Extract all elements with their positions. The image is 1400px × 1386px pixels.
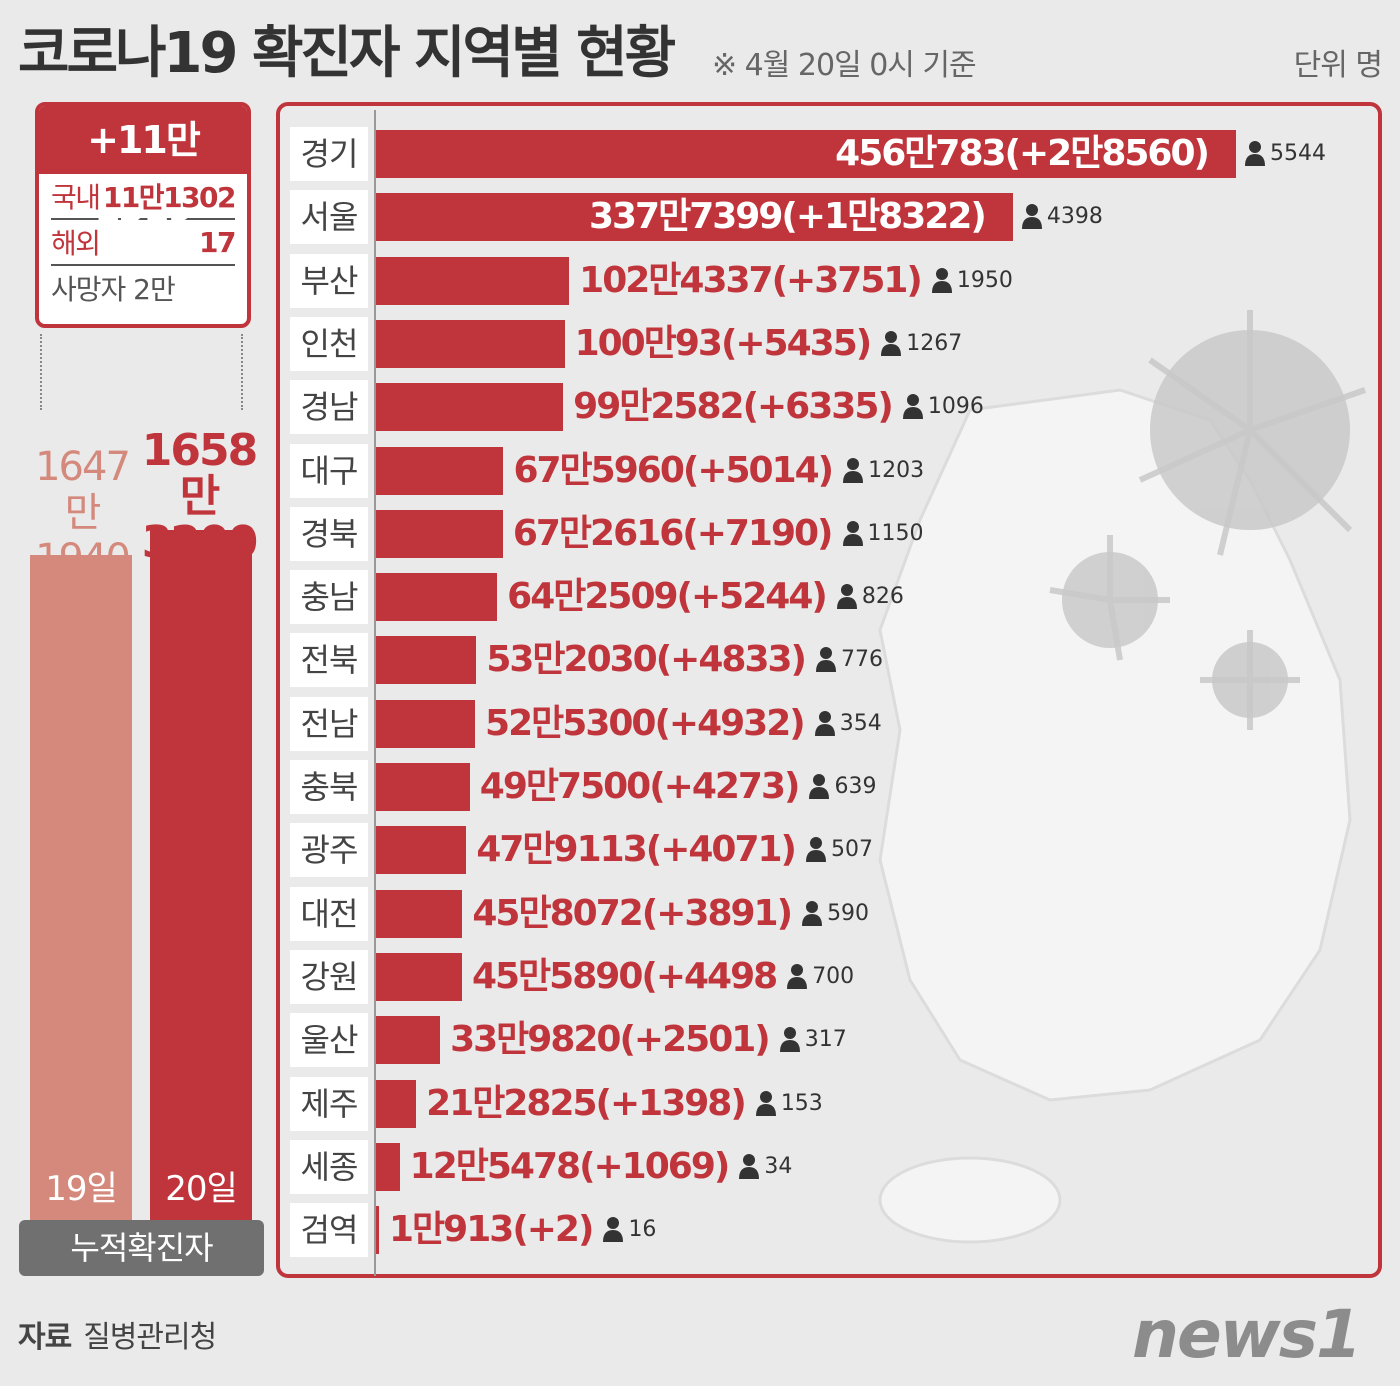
region-bar [376, 636, 477, 685]
region-value-label: 53만2030(+4833) [486, 639, 807, 681]
region-bar [376, 699, 476, 748]
region-deaths: 700 [786, 953, 854, 1001]
region-deaths: 34 [738, 1143, 792, 1191]
region-label: 충남 [290, 570, 368, 625]
region-deaths: 354 [814, 700, 882, 748]
source-label: 자료 [18, 1320, 72, 1355]
region-value-label: 45만8072(+3891) [472, 892, 793, 934]
unit-label: 단위 명 [1293, 48, 1383, 83]
region-deaths: 1150 [842, 510, 924, 558]
news1-logo: news1 [1132, 1296, 1362, 1373]
region-bar [376, 952, 462, 1001]
region-bar [376, 130, 1236, 178]
region-bar [376, 383, 564, 432]
region-label: 울산 [290, 1013, 368, 1068]
overseas-value: 17 [199, 225, 236, 259]
region-deaths: 317 [779, 1016, 847, 1064]
region-bar [376, 763, 470, 811]
region-label: 검역 [290, 1203, 368, 1258]
region-label: 경기 [290, 127, 368, 181]
region-deaths: 826 [836, 573, 904, 621]
region-value-label: 99만2582(+6335) [573, 386, 894, 428]
summary-box: +11만1319 국내 11만1302 해외 17 사망자 2만1520 [35, 102, 251, 328]
cumulative-bar-20 [150, 530, 252, 1220]
region-deaths: 4398 [1021, 193, 1103, 241]
region-bar [376, 826, 467, 875]
region-value-label: 47만9113(+4071) [476, 829, 797, 871]
region-label: 세종 [290, 1139, 368, 1194]
region-value-label: 21만2825(+1398) [426, 1082, 747, 1124]
region-bar [376, 1142, 400, 1191]
region-value-label: 64만2509(+5244) [507, 576, 828, 618]
region-label: 충북 [290, 760, 368, 814]
connector-line [241, 334, 243, 410]
region-value-label: 67만5960(+5014) [513, 449, 834, 491]
region-label: 전남 [290, 696, 368, 751]
region-deaths: 639 [808, 763, 876, 811]
source-note: 자료 질병관리청 [18, 1312, 217, 1356]
region-label: 부산 [290, 253, 368, 308]
region-label: 인천 [290, 316, 368, 371]
region-bar [376, 1079, 417, 1128]
region-deaths: 153 [755, 1080, 823, 1128]
domestic-row: 국내 11만1302 [51, 174, 237, 220]
region-deaths: 16 [602, 1206, 656, 1254]
cumulative-bar-19 [30, 554, 132, 1220]
region-bar [376, 446, 504, 495]
domestic-value: 11만1302 [102, 181, 237, 214]
region-bar [376, 1016, 441, 1065]
region-label: 경북 [290, 506, 368, 561]
region-label: 서울 [290, 190, 368, 245]
region-bar [376, 193, 1013, 242]
region-value-label: 456만783(+2만8560) [835, 133, 1210, 174]
date-note: ※ 4월 20일 0시 기준 [712, 48, 977, 83]
region-deaths: 590 [801, 890, 869, 938]
region-value-label: 1만913(+2) [389, 1209, 594, 1251]
region-deaths: 5544 [1244, 130, 1326, 178]
region-label: 전북 [290, 633, 368, 688]
connector-line [40, 334, 42, 410]
region-value-label: 67만2616(+7190) [512, 512, 834, 554]
region-deaths: 1950 [931, 257, 1013, 305]
region-bar [376, 319, 565, 368]
region-deaths: 507 [805, 826, 873, 874]
korea-map-illustration [878, 310, 1366, 1244]
chart-axis [374, 110, 376, 1276]
region-label: 대전 [290, 886, 368, 941]
region-deaths: 1267 [880, 320, 962, 368]
domestic-label: 국내 [51, 181, 101, 214]
regional-chart-panel [276, 102, 1382, 1278]
cumulative-footer: 누적확진자 [19, 1220, 264, 1276]
region-value-label: 49만7500(+4273) [479, 766, 801, 807]
region-deaths: 776 [815, 636, 883, 684]
page-title: 코로나19 확진자 지역별 현황 [18, 21, 676, 86]
region-label: 강원 [290, 949, 368, 1004]
region-label: 제주 [290, 1076, 368, 1131]
region-value-label: 102만4337(+3751) [579, 259, 923, 301]
region-value-label: 337만7399(+1만8322) [588, 196, 987, 238]
region-deaths: 1203 [842, 447, 924, 495]
region-bar [376, 1206, 379, 1255]
region-bar [376, 509, 503, 558]
region-value-label: 33만9820(+2501) [450, 1019, 771, 1061]
region-value-label: 52만5300(+4932) [485, 702, 806, 744]
region-value-label: 100만93(+5435) [574, 322, 873, 364]
day-label-19: 19일 [45, 1169, 118, 1209]
region-bar [376, 573, 498, 622]
region-bar [376, 889, 463, 938]
region-label: 대구 [290, 443, 368, 498]
region-deaths: 1096 [902, 383, 984, 431]
region-label: 광주 [290, 823, 368, 878]
region-bar [376, 256, 570, 305]
overseas-label: 해외 [51, 227, 101, 260]
new-cases-total: +11만1319 [39, 106, 247, 230]
day-label-20: 20일 [165, 1169, 238, 1209]
deaths-total: 사망자 2만1520 [51, 273, 176, 324]
source-value: 질병관리청 [83, 1320, 217, 1355]
region-label: 경남 [290, 380, 368, 435]
overseas-row: 해외 17 [51, 220, 236, 266]
region-value-label: 45만5890(+4498 [471, 955, 778, 997]
region-value-label: 12만5478(+1069) [409, 1145, 731, 1187]
